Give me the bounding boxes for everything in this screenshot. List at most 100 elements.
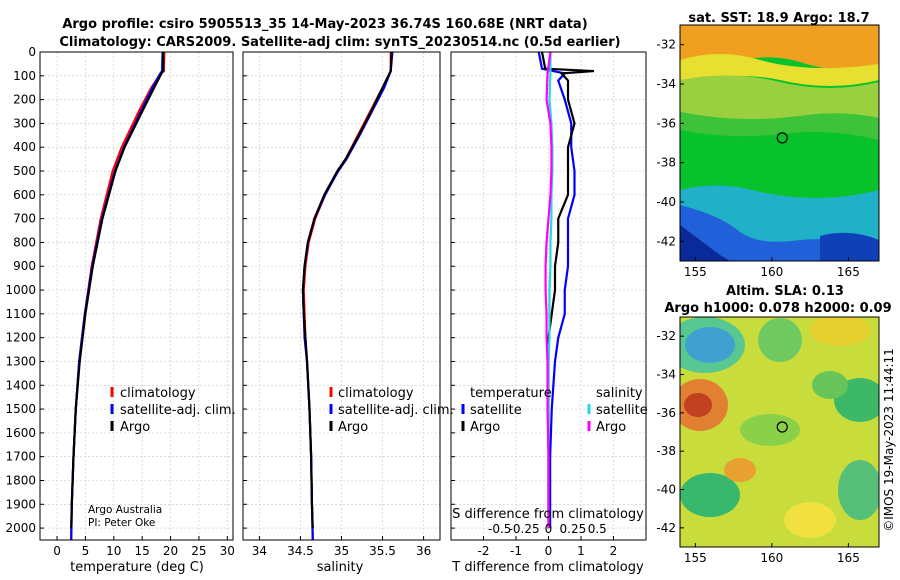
title-line1: Argo profile: csiro 5905513_35 14-May-20…: [62, 17, 587, 32]
sst-yellow-band: [680, 54, 879, 86]
x-tick-label: 25: [191, 544, 206, 558]
map-y-tick-label: -42: [656, 521, 676, 535]
s-tick-label: -0.25: [509, 522, 540, 536]
sla-green-blob6: [838, 460, 879, 520]
legend-satellite: satellite-adj. clim.: [120, 403, 236, 418]
sla-yellow-blob2: [784, 502, 836, 538]
sst-map-axes: 155 160 165 -32 -34 -36 -38 -40 -42: [656, 24, 880, 279]
argo-location-marker: [776, 132, 788, 144]
y-tick-label: 800: [13, 235, 36, 249]
difference-legend: temperature salinity satellite Argo sate…: [461, 386, 648, 435]
x-tick-label: 34.5: [287, 544, 314, 558]
s-tick-label: -0.5: [488, 522, 511, 536]
y-tick-label: 1800: [5, 473, 36, 487]
map-y-tick-label: -40: [656, 483, 676, 497]
series-argo: [70, 52, 165, 529]
map-y-tick-label: -38: [656, 444, 676, 458]
salinity-xlabel: salinity: [317, 560, 364, 575]
sla-green-blob2: [758, 318, 802, 362]
map-y-tick-label: -32: [656, 38, 676, 52]
x-tick-label: 2: [610, 544, 618, 558]
x-tick-label: 0: [545, 544, 553, 558]
sst-darkblue-patch: [680, 225, 730, 261]
map-y-tick-label: -42: [656, 234, 676, 248]
map-y-tick-label: -36: [656, 116, 676, 130]
series-climatology: [302, 52, 392, 541]
s-tick-label: 0: [545, 522, 553, 536]
series-t-satellite: [537, 51, 576, 529]
sla-green-blob5: [680, 473, 740, 517]
tdiff-xlabel: T difference from climatology: [451, 560, 644, 575]
legend-s-satellite: satellite: [596, 403, 648, 418]
y-tick-label: 2000: [5, 521, 36, 535]
temperature-legend: climatology satellite-adj. clim. Argo: [110, 386, 236, 435]
sst-blue-patch: [820, 232, 879, 261]
y-tick-label: 700: [13, 212, 36, 226]
x-tick-label: -1: [510, 544, 522, 558]
sla-blue-blob: [685, 327, 735, 363]
y-tick-label: 1200: [5, 331, 36, 345]
sla-yellow-blob: [810, 317, 870, 346]
x-tick-label: 20: [163, 544, 178, 558]
legend-argo: Argo: [338, 420, 368, 435]
map-x-tick-label: 155: [684, 265, 707, 279]
x-tick-label: 15: [135, 544, 150, 558]
y-tick-label: 1700: [5, 450, 36, 464]
map-x-tick-label: 165: [837, 265, 860, 279]
map-y-tick-label: -40: [656, 195, 676, 209]
series-satellite-adj-clim-: [301, 51, 394, 541]
series-satellite-adj-clim-: [70, 51, 164, 541]
y-tick-label: 500: [13, 164, 36, 178]
credit-line1: Argo Australia: [88, 504, 162, 516]
axes-frame: [39, 51, 234, 541]
x-tick-label: 30: [220, 544, 235, 558]
legend-s-argo: Argo: [596, 420, 626, 435]
title-line2: Climatology: CARS2009. Satellite-adj cli…: [59, 35, 620, 50]
y-tick-label: 200: [13, 93, 36, 107]
y-tick-label: 300: [13, 116, 36, 130]
s-tick-label: 0.5: [588, 522, 607, 536]
y-tick-label: 1400: [5, 378, 36, 392]
sla-map-title1: Altim. SLA: 0.13: [726, 284, 844, 299]
x-tick-label: 35.5: [369, 544, 396, 558]
map-frame: [679, 24, 880, 262]
imos-stamp: ©IMOS 19-May-2023 11:44:11: [882, 348, 896, 532]
x-tick-label: 36: [416, 544, 431, 558]
temperature-panel: 0 5 10 15 20 25 300100200300400500600700800900…: [5, 45, 235, 558]
y-tick-label: 1000: [5, 283, 36, 297]
x-tick-label: 5: [82, 544, 90, 558]
x-tick-label: 34: [252, 544, 267, 558]
y-tick-label: 900: [13, 259, 36, 273]
sla-red-blob: [684, 393, 712, 417]
salinity-panel: 34 34.5 35 35.5 36: [242, 51, 441, 558]
y-tick-label: 1100: [5, 307, 36, 321]
legend-argo: Argo: [120, 420, 150, 435]
sst-green-band: [680, 112, 879, 140]
legend-satellite: satellite-adj. clim.: [338, 403, 454, 418]
legend-climatology: climatology: [120, 386, 196, 401]
map-y-tick-label: -32: [656, 329, 676, 343]
map-y-tick-label: -38: [656, 156, 676, 170]
series-argo: [301, 51, 393, 529]
map-x-tick-label: 155: [684, 551, 707, 565]
sla-orange-blob2: [724, 458, 756, 482]
map-x-tick-label: 160: [760, 551, 783, 565]
y-tick-label: 1500: [5, 402, 36, 416]
sla-map: [680, 317, 879, 547]
map-y-tick-label: -36: [656, 406, 676, 420]
x-tick-label: 1: [577, 544, 585, 558]
sdiff-axis-label: S difference from climatology: [452, 507, 644, 522]
map-y-tick-label: -34: [656, 368, 676, 382]
x-tick-label: 35: [334, 544, 349, 558]
difference-panel: -2 -1 0 1 2 -0.5-0.25 0 0.25 0.5: [450, 51, 647, 558]
sst-map: [680, 25, 879, 261]
temperature-xlabel: temperature (deg C): [70, 560, 204, 575]
sla-green-blob4: [812, 371, 848, 399]
y-tick-label: 400: [13, 140, 36, 154]
map-y-tick-label: -34: [656, 77, 676, 91]
x-tick-label: 10: [106, 544, 121, 558]
map-frame: [679, 316, 880, 548]
map-x-tick-label: 165: [837, 551, 860, 565]
y-tick-label: 1300: [5, 354, 36, 368]
